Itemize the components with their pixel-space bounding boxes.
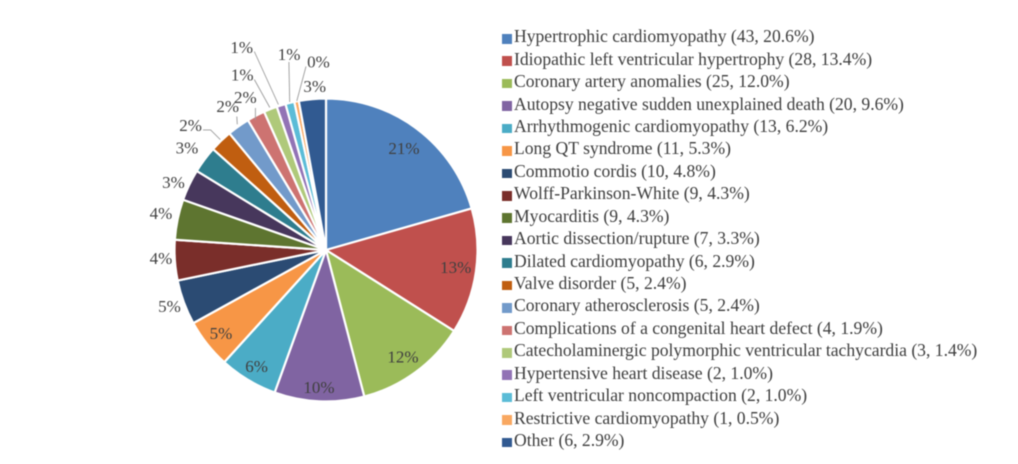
- svg-text:1%: 1%: [278, 45, 301, 64]
- svg-text:0%: 0%: [307, 53, 330, 72]
- svg-text:10%: 10%: [303, 378, 334, 397]
- svg-text:1%: 1%: [231, 66, 254, 85]
- svg-text:21%: 21%: [388, 139, 419, 158]
- svg-text:3%: 3%: [176, 138, 199, 157]
- svg-text:5%: 5%: [210, 324, 233, 343]
- svg-text:2%: 2%: [216, 97, 239, 116]
- svg-text:13%: 13%: [440, 258, 471, 277]
- svg-text:12%: 12%: [387, 347, 418, 366]
- svg-text:3%: 3%: [303, 77, 326, 96]
- svg-text:3%: 3%: [162, 173, 185, 192]
- svg-text:2%: 2%: [234, 88, 257, 107]
- svg-text:1%: 1%: [230, 38, 253, 57]
- svg-text:4%: 4%: [150, 249, 173, 268]
- svg-text:5%: 5%: [158, 297, 181, 316]
- svg-text:2%: 2%: [179, 116, 202, 135]
- svg-text:4%: 4%: [150, 204, 173, 223]
- svg-text:6%: 6%: [245, 357, 268, 376]
